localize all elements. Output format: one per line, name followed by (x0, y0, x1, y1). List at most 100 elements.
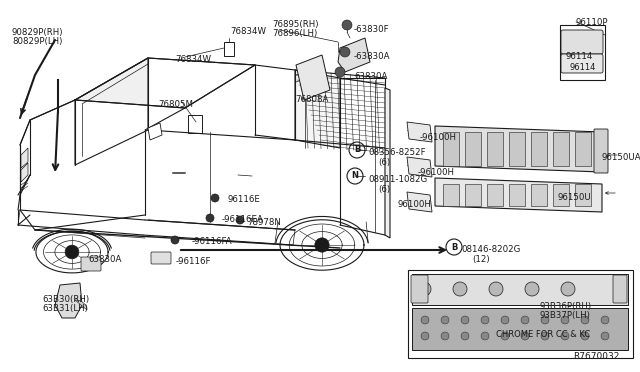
Bar (487, 132, 503, 166)
Text: (6): (6) (378, 185, 390, 194)
Circle shape (525, 282, 539, 296)
FancyBboxPatch shape (151, 252, 171, 264)
Bar (531, 184, 547, 206)
Text: R7670032: R7670032 (573, 352, 620, 361)
FancyBboxPatch shape (561, 54, 603, 73)
Circle shape (489, 282, 503, 296)
Polygon shape (295, 70, 340, 148)
Bar (509, 184, 525, 206)
Text: -96116FA: -96116FA (192, 237, 232, 246)
Circle shape (501, 332, 509, 340)
Text: 90829P(RH): 90829P(RH) (12, 28, 63, 37)
Text: 08911-1082G: 08911-1082G (368, 175, 428, 184)
Bar (487, 184, 503, 206)
Text: 08146-8202G: 08146-8202G (461, 245, 520, 254)
Polygon shape (385, 88, 390, 238)
Text: -96116F: -96116F (176, 257, 211, 266)
Polygon shape (20, 100, 185, 230)
Circle shape (342, 20, 352, 30)
Bar (188, 115, 202, 133)
Polygon shape (412, 308, 628, 350)
Bar (408, 270, 633, 358)
Text: 93B36P(RH): 93B36P(RH) (540, 302, 592, 311)
Polygon shape (296, 55, 330, 100)
Polygon shape (20, 120, 30, 195)
Circle shape (441, 316, 449, 324)
Circle shape (335, 67, 345, 77)
Circle shape (421, 316, 429, 324)
Text: -96100H: -96100H (418, 168, 455, 177)
Circle shape (171, 236, 179, 244)
Bar (465, 184, 481, 206)
Circle shape (581, 332, 589, 340)
Circle shape (541, 316, 549, 324)
FancyBboxPatch shape (594, 129, 608, 173)
Bar (443, 132, 459, 166)
Text: 76896(LH): 76896(LH) (272, 29, 317, 38)
Text: 96114: 96114 (570, 62, 596, 71)
Circle shape (461, 332, 469, 340)
Polygon shape (21, 163, 28, 182)
Polygon shape (75, 58, 255, 108)
Circle shape (441, 332, 449, 340)
Polygon shape (75, 58, 148, 165)
Circle shape (541, 332, 549, 340)
Text: 80829P(LH): 80829P(LH) (12, 37, 62, 46)
Circle shape (65, 245, 79, 259)
Text: 96110P: 96110P (576, 18, 609, 27)
Bar (553, 184, 569, 206)
Text: 63830A: 63830A (354, 72, 387, 81)
Circle shape (561, 332, 569, 340)
Polygon shape (148, 123, 162, 140)
Circle shape (601, 332, 609, 340)
Text: B: B (451, 243, 457, 251)
Polygon shape (407, 157, 432, 177)
Polygon shape (340, 78, 385, 235)
Text: 63B30(RH): 63B30(RH) (42, 295, 89, 304)
Text: 76834W: 76834W (230, 27, 266, 36)
Polygon shape (75, 300, 87, 310)
Bar (575, 184, 591, 206)
Text: 93B37P(LH): 93B37P(LH) (540, 311, 591, 320)
Text: 78978N: 78978N (247, 218, 281, 227)
Bar (443, 184, 459, 206)
Circle shape (340, 47, 350, 57)
Circle shape (521, 316, 529, 324)
Polygon shape (55, 283, 82, 318)
Circle shape (211, 194, 219, 202)
Text: 96100H: 96100H (397, 200, 431, 209)
Polygon shape (407, 122, 432, 142)
Bar (531, 132, 547, 166)
Circle shape (521, 332, 529, 340)
Bar (465, 132, 481, 166)
Text: (12): (12) (472, 255, 490, 264)
Polygon shape (412, 274, 628, 305)
Circle shape (417, 282, 431, 296)
Circle shape (453, 282, 467, 296)
Circle shape (581, 316, 589, 324)
Circle shape (461, 316, 469, 324)
Text: 96150U: 96150U (558, 193, 592, 202)
Text: 76805M: 76805M (158, 100, 193, 109)
Text: 96150UA: 96150UA (601, 153, 640, 162)
Bar (575, 132, 591, 166)
Bar (509, 132, 525, 166)
Circle shape (561, 282, 575, 296)
Bar (224, 42, 234, 56)
FancyBboxPatch shape (613, 275, 627, 303)
Text: N: N (351, 171, 358, 180)
Polygon shape (338, 38, 370, 72)
FancyBboxPatch shape (561, 30, 603, 54)
Circle shape (206, 214, 214, 222)
Polygon shape (407, 192, 432, 212)
Text: 63830A: 63830A (88, 255, 122, 264)
Bar (553, 132, 569, 166)
Text: (6): (6) (378, 158, 390, 167)
Text: 63B31(LH): 63B31(LH) (42, 304, 88, 313)
Circle shape (481, 316, 489, 324)
Text: -63830A: -63830A (354, 52, 390, 61)
Circle shape (315, 238, 329, 252)
FancyBboxPatch shape (81, 257, 101, 271)
Text: 76895(RH): 76895(RH) (272, 20, 319, 29)
Polygon shape (435, 126, 602, 172)
